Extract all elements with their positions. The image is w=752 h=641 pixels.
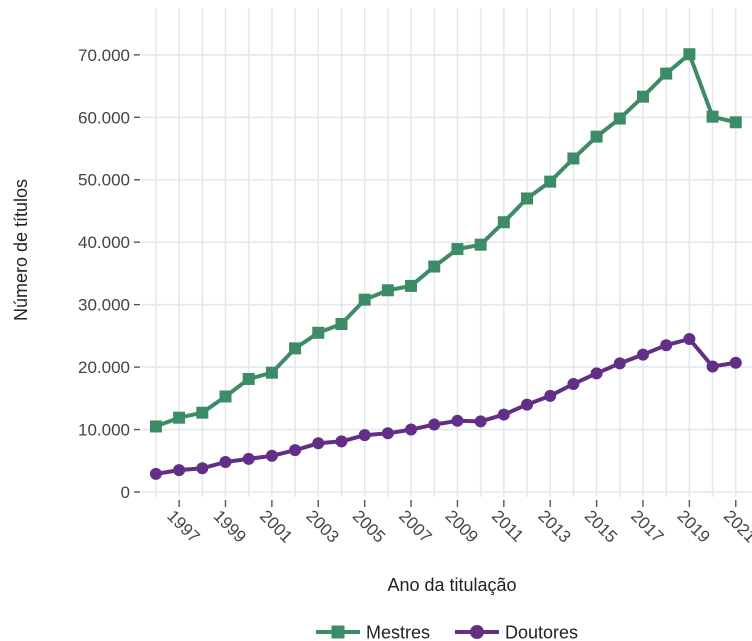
legend-label-doutores: Doutores	[505, 623, 578, 641]
x-tick-label: 2007	[395, 506, 435, 546]
data-point-doutores	[358, 429, 371, 442]
data-point-doutores	[196, 462, 209, 475]
data-point-mestres	[613, 112, 626, 125]
data-point-mestres	[590, 130, 603, 143]
data-point-doutores	[590, 367, 603, 380]
x-tick-label: 1997	[163, 506, 203, 546]
series-line-doutores	[155, 337, 737, 476]
legend: Mestres Doutores	[316, 623, 578, 641]
data-point-mestres	[196, 406, 209, 419]
data-point-mestres	[497, 216, 510, 229]
data-point-doutores	[173, 464, 186, 477]
y-axis-title: Número de títulos	[11, 179, 31, 321]
legend-marker-doutores	[470, 625, 484, 639]
y-tick-label: 50.000	[78, 171, 130, 190]
y-axis: 0 10.000 20.000 30.000 40.000 50.000 60.000 70.…	[78, 46, 140, 502]
x-tick-label: 2015	[581, 506, 621, 546]
data-point-mestres	[173, 411, 186, 424]
data-point-mestres	[428, 260, 441, 273]
legend-marker-mestres	[331, 625, 345, 639]
data-point-doutores	[613, 357, 626, 370]
y-tick-label: 60.000	[78, 108, 130, 127]
x-tick-label: 2011	[488, 506, 527, 545]
data-point-doutores	[381, 427, 394, 440]
data-point-mestres	[660, 67, 673, 80]
data-point-doutores	[636, 348, 649, 361]
data-point-doutores	[706, 360, 719, 373]
data-point-doutores	[428, 418, 441, 431]
data-point-mestres	[521, 192, 534, 205]
y-tick-label: 40.000	[78, 233, 130, 252]
data-point-doutores	[242, 452, 255, 465]
y-tick-label: 10.000	[78, 421, 130, 440]
data-point-mestres	[149, 420, 162, 433]
data-point-mestres	[451, 243, 464, 256]
data-point-mestres	[405, 279, 418, 292]
series-layer	[149, 48, 742, 480]
x-tick-label: 2013	[534, 506, 574, 546]
x-tick-label: 1999	[210, 506, 250, 546]
data-point-doutores	[335, 435, 348, 448]
x-tick-label: 2017	[627, 506, 667, 546]
data-point-doutores	[289, 444, 302, 457]
data-point-mestres	[219, 390, 232, 403]
data-point-doutores	[729, 356, 742, 369]
x-axis: 1997 1999 2001 2003 2005 2007 2009 2011 2013 2015…	[163, 500, 752, 547]
data-point-mestres	[636, 90, 649, 103]
y-tick-label: 30.000	[78, 296, 130, 315]
data-point-mestres	[706, 110, 719, 123]
data-point-doutores	[660, 339, 673, 352]
data-point-doutores	[451, 414, 464, 427]
data-point-mestres	[567, 152, 580, 165]
x-tick-label: 2021	[720, 506, 752, 546]
y-tick-label: 20.000	[78, 358, 130, 377]
legend-label-mestres: Mestres	[366, 623, 430, 641]
x-tick-label: 2001	[256, 506, 296, 546]
data-point-mestres	[683, 48, 696, 61]
data-point-doutores	[567, 377, 580, 390]
data-point-mestres	[265, 366, 278, 379]
series-line-mestres	[155, 52, 737, 429]
data-point-doutores	[265, 449, 278, 462]
x-tick-label: 2005	[349, 506, 389, 546]
data-point-mestres	[335, 318, 348, 331]
data-point-doutores	[521, 398, 534, 411]
x-tick-label: 2019	[674, 506, 714, 546]
data-point-doutores	[497, 408, 510, 421]
data-point-doutores	[149, 467, 162, 480]
data-point-doutores	[219, 456, 232, 469]
data-point-doutores	[312, 437, 325, 450]
data-point-mestres	[474, 238, 487, 251]
data-point-mestres	[242, 372, 255, 385]
data-point-mestres	[289, 342, 302, 355]
y-tick-label: 70.000	[78, 46, 130, 65]
x-tick-label: 2009	[442, 506, 482, 546]
x-tick-label: 2003	[302, 506, 342, 546]
data-point-mestres	[312, 326, 325, 339]
data-point-doutores	[405, 423, 418, 436]
data-point-mestres	[358, 293, 371, 306]
data-point-doutores	[683, 332, 696, 345]
y-tick-label: 0	[121, 483, 130, 502]
data-point-mestres	[381, 284, 394, 297]
data-point-doutores	[474, 415, 487, 428]
data-point-doutores	[544, 389, 557, 402]
data-point-mestres	[729, 116, 742, 129]
x-axis-title: Ano da titulação	[387, 575, 516, 595]
data-point-mestres	[544, 175, 557, 188]
